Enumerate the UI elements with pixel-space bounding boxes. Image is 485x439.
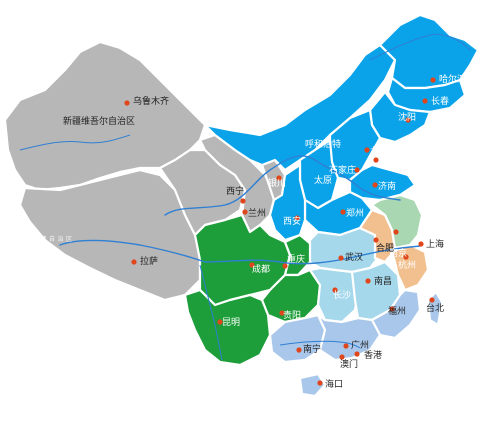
- marker-macau[interactable]: [339, 354, 345, 360]
- label-tianjin: 天津: [379, 157, 398, 167]
- label-shanghai: 上海: [426, 240, 445, 250]
- marker-shanghai[interactable]: [418, 241, 424, 247]
- marker-hongkong[interactable]: [354, 351, 360, 357]
- marker-hefei[interactable]: [373, 237, 379, 243]
- label-lhasa: 拉萨: [140, 257, 159, 267]
- label-kunming: 昆明: [222, 318, 241, 328]
- label-guangzhou: 广州: [351, 341, 370, 351]
- label-chongqing: 重庆: [287, 255, 306, 265]
- region-chongqing[interactable]: [283, 233, 314, 277]
- label-macau: 澳门: [340, 360, 359, 370]
- region-fujian[interactable]: [370, 288, 422, 340]
- region-hainan[interactable]: [298, 372, 327, 398]
- label-taipei: 台北: [426, 304, 445, 314]
- label-haikou: 海口: [325, 380, 344, 390]
- region-jiangsu[interactable]: [370, 193, 424, 250]
- marker-fuzhou[interactable]: [389, 306, 395, 312]
- region-hunan[interactable]: [308, 266, 360, 324]
- label-guiyang: 贵阳: [283, 311, 302, 321]
- marker-shijiazhuang[interactable]: [354, 167, 360, 173]
- marker-taipei[interactable]: [429, 297, 435, 303]
- marker-jinan[interactable]: [372, 182, 378, 188]
- label-tibet: 西藏自治区: [32, 236, 75, 243]
- marker-guiyang[interactable]: [279, 310, 285, 316]
- label-wuhan: 武汉: [345, 253, 364, 263]
- label-hohhot: 呼和浩特: [305, 140, 342, 150]
- yellow-river: [164, 155, 401, 216]
- label-urumqi: 乌鲁木齐: [133, 97, 170, 107]
- marker-nanchang[interactable]: [365, 278, 371, 284]
- marker-guangzhou[interactable]: [343, 343, 349, 349]
- label-nanjing: 南京: [389, 249, 408, 259]
- label-changsha: 长沙: [333, 291, 352, 301]
- label-zhengzhou: 郑州: [346, 209, 365, 219]
- marker-yinchuan[interactable]: [276, 175, 282, 181]
- amur-river: [369, 33, 471, 61]
- label-hongkong: 香港: [364, 351, 383, 361]
- marker-xining[interactable]: [240, 198, 246, 204]
- marker-wuhan[interactable]: [338, 255, 344, 261]
- marker-harbin[interactable]: [430, 77, 436, 83]
- marker-urumqi[interactable]: [124, 100, 130, 106]
- label-changchun: 长春: [431, 97, 450, 107]
- region-tibet[interactable]: [18, 168, 202, 302]
- marker-chongqing[interactable]: [282, 263, 288, 269]
- label-hefei: 合肥: [376, 244, 395, 254]
- label-harbin: 哈尔滨: [439, 75, 467, 85]
- marker-zhengzhou[interactable]: [340, 209, 346, 215]
- label-xinjiang: 新疆维吾尔自治区: [63, 117, 136, 127]
- marker-lanzhou[interactable]: [242, 209, 248, 215]
- marker-nanjing[interactable]: [393, 229, 399, 235]
- label-shenyang: 沈阳: [398, 113, 417, 123]
- label-fuzhou: 福州: [388, 307, 407, 317]
- pearl-river: [279, 340, 361, 349]
- marker-tianjin[interactable]: [373, 157, 379, 163]
- label-lanzhou: 兰州: [248, 209, 267, 219]
- yangtze-river: [59, 239, 421, 265]
- region-zhejiang[interactable]: [390, 243, 430, 292]
- marker-changchun[interactable]: [422, 98, 428, 104]
- label-hangzhou: 杭州: [398, 261, 417, 271]
- marker-hangzhou[interactable]: [403, 254, 409, 260]
- marker-nanning[interactable]: [296, 347, 302, 353]
- marker-shenyang[interactable]: [405, 117, 411, 123]
- label-shijiazhuang: 石家庄: [329, 166, 357, 176]
- marker-xian[interactable]: [294, 215, 300, 221]
- region-hubei[interactable]: [308, 226, 382, 274]
- label-chengdu: 成都: [252, 265, 271, 275]
- region-shaanxi[interactable]: [268, 163, 307, 242]
- tarim-river: [19, 134, 131, 151]
- label-nanchang: 南昌: [374, 277, 393, 287]
- label-beijing: 北京: [370, 147, 389, 157]
- marker-haikou[interactable]: [317, 380, 323, 386]
- label-xian: 西安: [283, 217, 302, 227]
- marker-beijing[interactable]: [364, 147, 370, 153]
- label-nanning: 南宁: [303, 345, 322, 355]
- region-neimenggu[interactable]: [203, 43, 397, 172]
- marker-lhasa[interactable]: [131, 259, 137, 265]
- label-xining: 西宁: [226, 187, 245, 197]
- marker-kunming[interactable]: [217, 319, 223, 325]
- label-yinchuan: 银川: [268, 179, 287, 189]
- label-jinan: 济南: [378, 182, 397, 192]
- marker-changsha[interactable]: [332, 287, 338, 293]
- region-guangdong[interactable]: [316, 313, 382, 362]
- label-taiyuan: 太原: [314, 176, 333, 186]
- marker-chengdu[interactable]: [249, 262, 255, 268]
- lancang-river: [199, 264, 223, 361]
